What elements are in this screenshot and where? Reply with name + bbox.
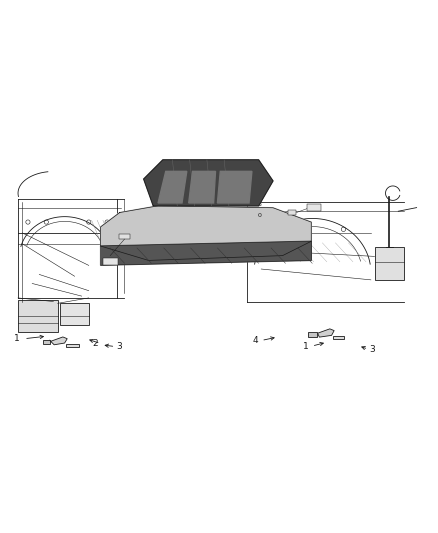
Bar [102, 257, 118, 265]
Polygon shape [318, 329, 334, 337]
Bar [374, 247, 404, 280]
Bar [308, 332, 317, 337]
Polygon shape [144, 160, 273, 206]
Text: 3: 3 [258, 202, 261, 207]
Polygon shape [101, 241, 311, 265]
Bar [66, 344, 79, 348]
Bar [307, 204, 321, 211]
Polygon shape [158, 172, 187, 203]
Polygon shape [101, 206, 311, 261]
Text: 3: 3 [116, 342, 122, 351]
Text: 1: 1 [303, 342, 309, 351]
Polygon shape [51, 337, 67, 345]
Text: 0: 0 [258, 213, 261, 217]
Text: 2: 2 [92, 339, 98, 348]
Text: 3: 3 [369, 345, 375, 354]
Polygon shape [189, 172, 215, 203]
Polygon shape [217, 172, 252, 203]
Text: 4: 4 [253, 336, 258, 345]
Bar [43, 340, 50, 344]
Bar [288, 210, 297, 215]
Bar [18, 300, 58, 332]
Bar [333, 336, 344, 340]
Text: 1: 1 [14, 334, 20, 343]
Bar [60, 303, 89, 325]
Bar [119, 234, 130, 239]
